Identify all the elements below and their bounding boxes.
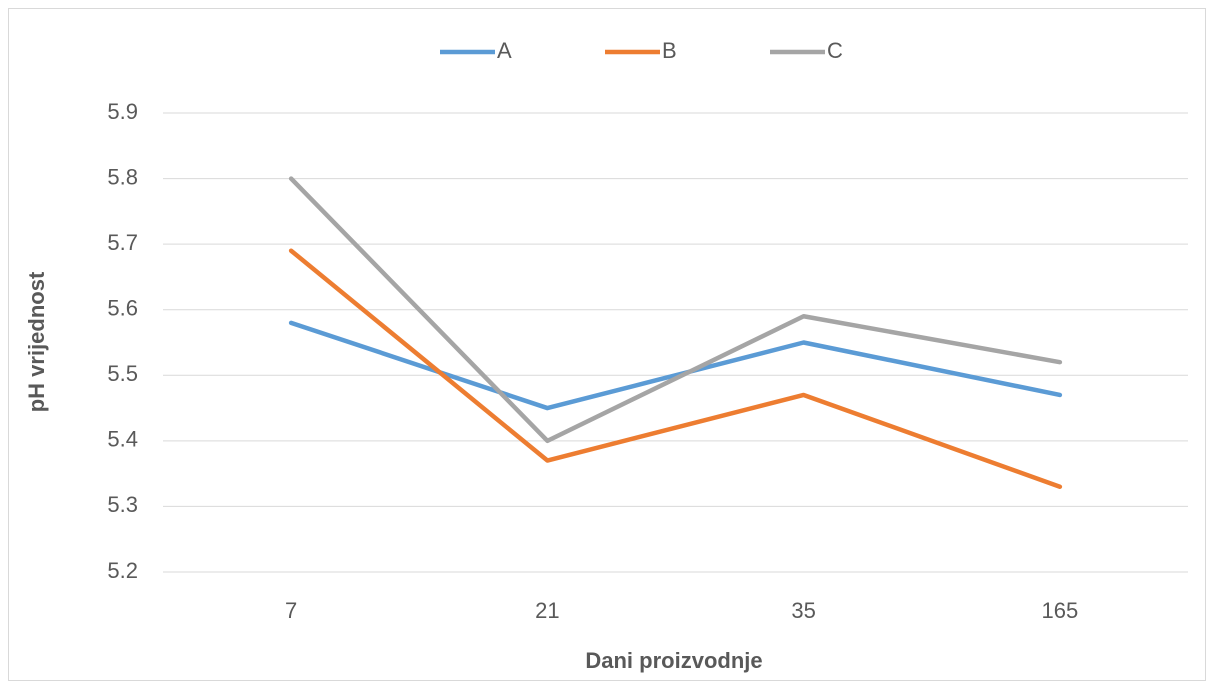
- legend-label: A: [497, 38, 512, 63]
- y-tick-label: 5.9: [107, 99, 138, 124]
- y-tick-label: 5.7: [107, 230, 138, 255]
- x-tick-label: 21: [535, 598, 559, 623]
- y-tick-label: 5.4: [107, 427, 138, 452]
- y-tick-label: 5.2: [107, 558, 138, 583]
- data-line: [288, 248, 1063, 490]
- legend-label: C: [827, 38, 843, 63]
- data-line: [288, 176, 1063, 444]
- y-axis-title: pH vrijednost: [24, 271, 49, 412]
- y-tick-label: 5.5: [107, 361, 138, 386]
- legend-label: B: [662, 38, 677, 63]
- x-axis-title: Dani proizvodnje: [585, 648, 762, 673]
- x-tick-label: 165: [1042, 598, 1079, 623]
- y-tick-label: 5.6: [107, 296, 138, 321]
- x-tick-label: 7: [285, 598, 297, 623]
- data-line: [288, 320, 1063, 411]
- x-tick-label: 35: [791, 598, 815, 623]
- y-tick-label: 5.8: [107, 164, 138, 189]
- y-tick-label: 5.3: [107, 492, 138, 517]
- chart-border: [8, 8, 1206, 681]
